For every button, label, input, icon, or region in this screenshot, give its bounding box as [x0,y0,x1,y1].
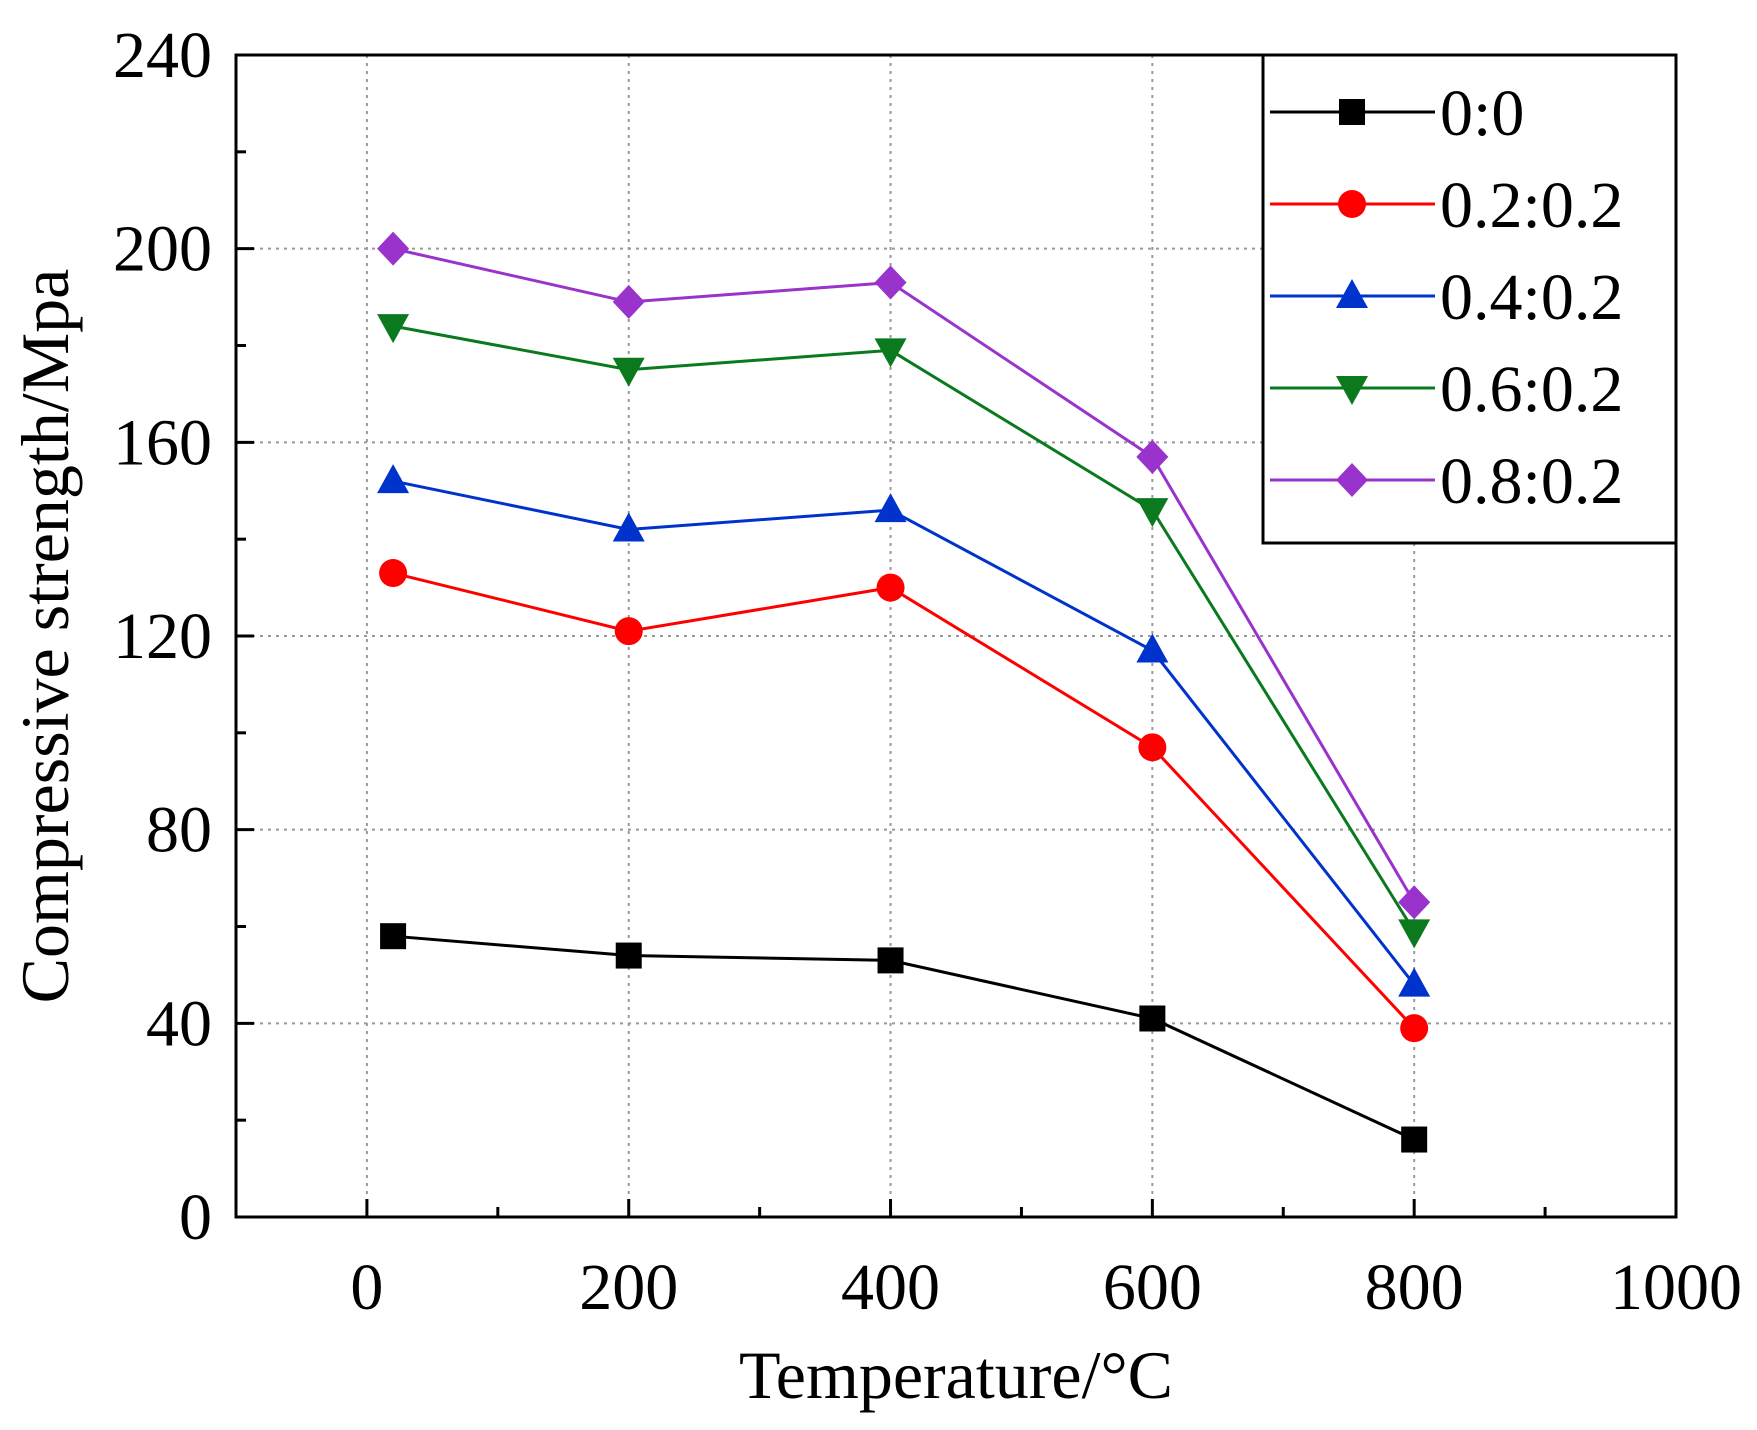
y-axis-title: Compressive strength/Mpa [7,269,83,1004]
legend-item: 0:0 [1270,77,1524,150]
data-point [1398,967,1431,997]
data-point [380,923,407,950]
series-line [392,479,1416,986]
legend-label: 0.4:0.2 [1440,261,1623,334]
legend-label: 0.2:0.2 [1440,169,1623,242]
series-line [392,324,1416,933]
x-tick-label: 200 [579,1251,678,1324]
legend-marker [1336,376,1368,405]
data-point [874,493,907,523]
legend-label: 0:0 [1440,77,1524,150]
data-point [1398,885,1431,920]
data-point [615,942,642,969]
y-tick-label: 40 [146,987,212,1060]
x-tick-label: 800 [1365,1251,1464,1324]
series-0.4:0.2 [377,464,1431,997]
y-tick-label: 160 [113,406,212,479]
series-0.6:0.2 [377,314,1431,949]
x-tick-label: 0 [350,1251,383,1324]
legend-marker [1336,463,1368,497]
data-point [874,265,907,300]
x-tick-label: 400 [841,1251,940,1324]
series-0.8:0.2 [377,231,1431,920]
series-line [392,247,1416,904]
legend-item: 0.8:0.2 [1270,445,1623,518]
data-point [1136,633,1169,663]
plot-frame [234,53,1678,1219]
y-tick-label: 200 [113,213,212,286]
y-tick-label: 80 [146,794,212,867]
y-tick-label: 240 [113,19,212,92]
x-axis-title: Temperature/°C [739,1337,1173,1413]
data-point [874,338,907,368]
series-0:0 [380,923,1428,1153]
legend-marker [1339,99,1365,125]
y-tick-label: 0 [179,1181,212,1254]
legend-box [1261,53,1678,545]
legend-marker [1336,279,1368,308]
data-point [377,464,410,494]
data-point [1136,498,1169,528]
data-point [877,947,904,974]
data-point [1139,1005,1166,1032]
y-tick-label: 120 [113,600,212,673]
y-tick-labels: 0 40 80 120 160 200 240 [113,19,212,1254]
legend-label: 0.6:0.2 [1440,353,1623,426]
legend-marker [1338,190,1366,218]
data-point [1136,439,1169,474]
series-line [392,934,1415,1141]
data-point [377,314,410,344]
data-point [612,357,645,387]
data-point [1398,919,1431,949]
data-point [1138,733,1167,762]
data-point [377,231,410,266]
data-point [379,559,408,588]
legend-label: 0.8:0.2 [1440,445,1623,518]
data-point [876,573,905,602]
legend-item: 0.4:0.2 [1270,261,1623,334]
data-point [614,617,643,646]
legend: 0:0 0.2:0.2 0.4:0.2 0.6:0.2 0.8:0.2 [1261,53,1678,545]
legend-item: 0.6:0.2 [1270,353,1623,426]
x-tick-labels: 0 200 400 600 800 1000 [350,1251,1742,1324]
data-point [1400,1014,1429,1043]
data-point [612,284,645,319]
legend-item: 0.2:0.2 [1270,169,1623,242]
x-tick-label: 1000 [1610,1251,1742,1324]
x-tick-label: 600 [1103,1251,1202,1324]
series-group [377,231,1431,1153]
data-point [1401,1126,1428,1153]
series-0.2:0.2 [379,559,1429,1043]
data-point [612,512,645,542]
